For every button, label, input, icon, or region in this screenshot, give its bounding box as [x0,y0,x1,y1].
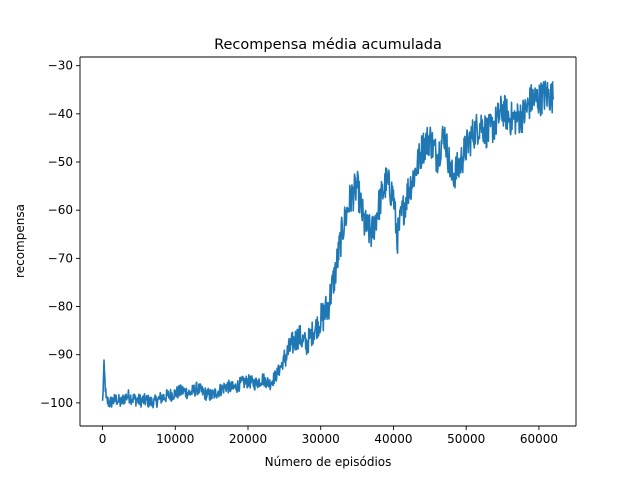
y-tick-label: −60 [48,203,73,217]
x-tick-label: 40000 [374,432,412,446]
y-tick-label: −50 [48,155,73,169]
y-tick-label: −30 [48,59,73,73]
y-axis-ticks: −100 −90 −80 −70 −60 −50 −40 −30 [40,59,80,410]
x-tick-label: 0 [99,432,107,446]
series-layer [101,80,555,409]
axes-frame [79,56,577,427]
x-tick-label: 10000 [156,432,194,446]
series-line [101,80,555,409]
x-tick-label: 20000 [229,432,267,446]
x-axis-ticks: 0 10000 20000 30000 40000 50000 60000 [99,426,558,446]
y-axis-label: recompensa [13,204,27,278]
y-tick-label: −100 [40,396,73,410]
x-tick-label: 60000 [520,432,558,446]
plot-area [80,57,576,426]
x-tick-label: 50000 [447,432,485,446]
y-tick-label: −80 [48,300,73,314]
y-tick-label: −90 [48,348,73,362]
x-tick-label: 30000 [302,432,340,446]
x-axis-label: Número de episódios [265,455,392,469]
y-tick-label: −40 [48,107,73,121]
chart-title: Recompensa média acumulada [214,37,442,53]
y-tick-label: −70 [48,251,73,265]
